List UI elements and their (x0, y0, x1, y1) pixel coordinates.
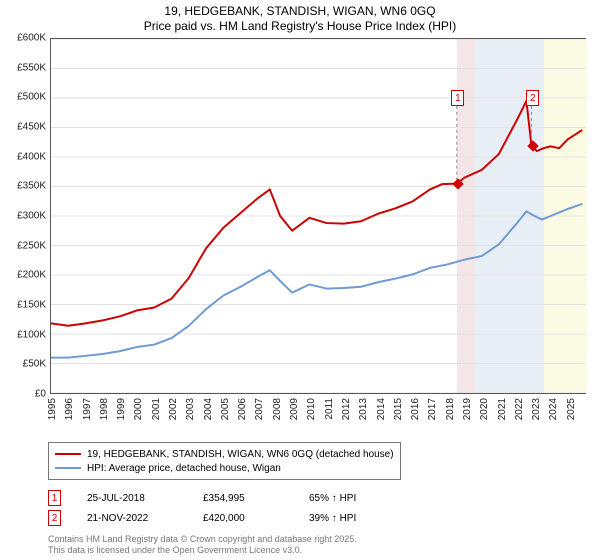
plot-area: 12 (50, 38, 586, 394)
title-line-2: Price paid vs. HM Land Registry's House … (6, 19, 594, 34)
legend: 19, HEDGEBANK, STANDISH, WIGAN, WN6 0GQ … (48, 442, 401, 480)
x-tick-label: 2021 (497, 398, 508, 420)
legend-swatch-subject (55, 453, 81, 455)
series-hpi (51, 204, 582, 357)
sale-row-date: 25-JUL-2018 (87, 493, 177, 504)
x-tick-label: 2009 (289, 398, 300, 420)
y-tick-label: £450K (17, 122, 46, 133)
x-tick-label: 2010 (306, 398, 317, 420)
sale-row-date: 21-NOV-2022 (87, 513, 177, 524)
sale-row-marker: 2 (48, 510, 61, 526)
chart-title-block: 19, HEDGEBANK, STANDISH, WIGAN, WN6 0GQ … (6, 4, 594, 34)
x-tick-label: 2002 (168, 398, 179, 420)
sale-row-price: £354,995 (203, 493, 283, 504)
x-tick-label: 1998 (99, 398, 110, 420)
sale-marker-box: 2 (526, 90, 539, 106)
x-tick-label: 2001 (151, 398, 162, 420)
legend-row-hpi: HPI: Average price, detached house, Wiga… (55, 461, 394, 475)
copyright-block: Contains HM Land Registry data © Crown c… (48, 534, 594, 556)
title-line-1: 19, HEDGEBANK, STANDISH, WIGAN, WN6 0GQ (6, 4, 594, 19)
legend-label-hpi: HPI: Average price, detached house, Wiga… (87, 463, 281, 474)
y-tick-label: £150K (17, 300, 46, 311)
sale-marker-box: 1 (451, 90, 464, 106)
sale-row-price: £420,000 (203, 513, 283, 524)
copyright-line-2: This data is licensed under the Open Gov… (48, 545, 594, 556)
legend-swatch-hpi (55, 467, 81, 469)
x-tick-label: 2019 (462, 398, 473, 420)
x-tick-label: 2023 (531, 398, 542, 420)
x-tick-label: 2004 (203, 398, 214, 420)
sale-row: 1 25-JUL-2018 £354,995 65% ↑ HPI (48, 488, 594, 508)
x-tick-label: 1996 (64, 398, 75, 420)
x-tick-label: 2025 (566, 398, 577, 420)
sale-row-delta: 39% ↑ HPI (309, 513, 399, 524)
y-tick-label: £600K (17, 33, 46, 44)
x-tick-label: 2013 (358, 398, 369, 420)
sale-row: 2 21-NOV-2022 £420,000 39% ↑ HPI (48, 508, 594, 528)
x-tick-label: 2007 (254, 398, 265, 420)
sale-row-delta: 65% ↑ HPI (309, 493, 399, 504)
x-tick-label: 2006 (237, 398, 248, 420)
x-tick-label: 2003 (185, 398, 196, 420)
chart-wrap: 12 £0£50K£100K£150K£200K£250K£300K£350K£… (8, 38, 594, 418)
y-tick-label: £500K (17, 92, 46, 103)
x-tick-label: 1999 (116, 398, 127, 420)
x-tick-label: 2022 (514, 398, 525, 420)
x-tick-label: 1997 (82, 398, 93, 420)
x-tick-label: 2005 (220, 398, 231, 420)
legend-row-subject: 19, HEDGEBANK, STANDISH, WIGAN, WN6 0GQ … (55, 447, 394, 461)
x-tick-label: 2015 (393, 398, 404, 420)
x-tick-label: 2011 (324, 398, 335, 420)
x-tick-label: 2008 (272, 398, 283, 420)
x-tick-label: 2014 (376, 398, 387, 420)
x-tick-label: 2012 (341, 398, 352, 420)
x-tick-label: 2024 (548, 398, 559, 420)
y-tick-label: £400K (17, 151, 46, 162)
y-tick-label: £100K (17, 329, 46, 340)
x-tick-label: 2017 (427, 398, 438, 420)
series-subject (51, 101, 582, 326)
chart-svg (51, 39, 585, 393)
sale-data-rows: 1 25-JUL-2018 £354,995 65% ↑ HPI 2 21-NOV-202… (48, 488, 594, 528)
x-tick-label: 1995 (47, 398, 58, 420)
x-tick-label: 2016 (410, 398, 421, 420)
x-tick-label: 2018 (445, 398, 456, 420)
y-tick-label: £50K (23, 359, 46, 370)
y-tick-label: £550K (17, 62, 46, 73)
copyright-line-1: Contains HM Land Registry data © Crown c… (48, 534, 594, 545)
y-tick-label: £300K (17, 211, 46, 222)
y-tick-label: £0 (35, 389, 46, 400)
chart-container: 19, HEDGEBANK, STANDISH, WIGAN, WN6 0GQ … (0, 0, 600, 560)
sale-row-marker: 1 (48, 490, 61, 506)
y-tick-label: £250K (17, 240, 46, 251)
legend-label-subject: 19, HEDGEBANK, STANDISH, WIGAN, WN6 0GQ … (87, 449, 394, 460)
x-tick-label: 2000 (133, 398, 144, 420)
y-tick-label: £200K (17, 270, 46, 281)
y-tick-label: £350K (17, 181, 46, 192)
x-tick-label: 2020 (479, 398, 490, 420)
